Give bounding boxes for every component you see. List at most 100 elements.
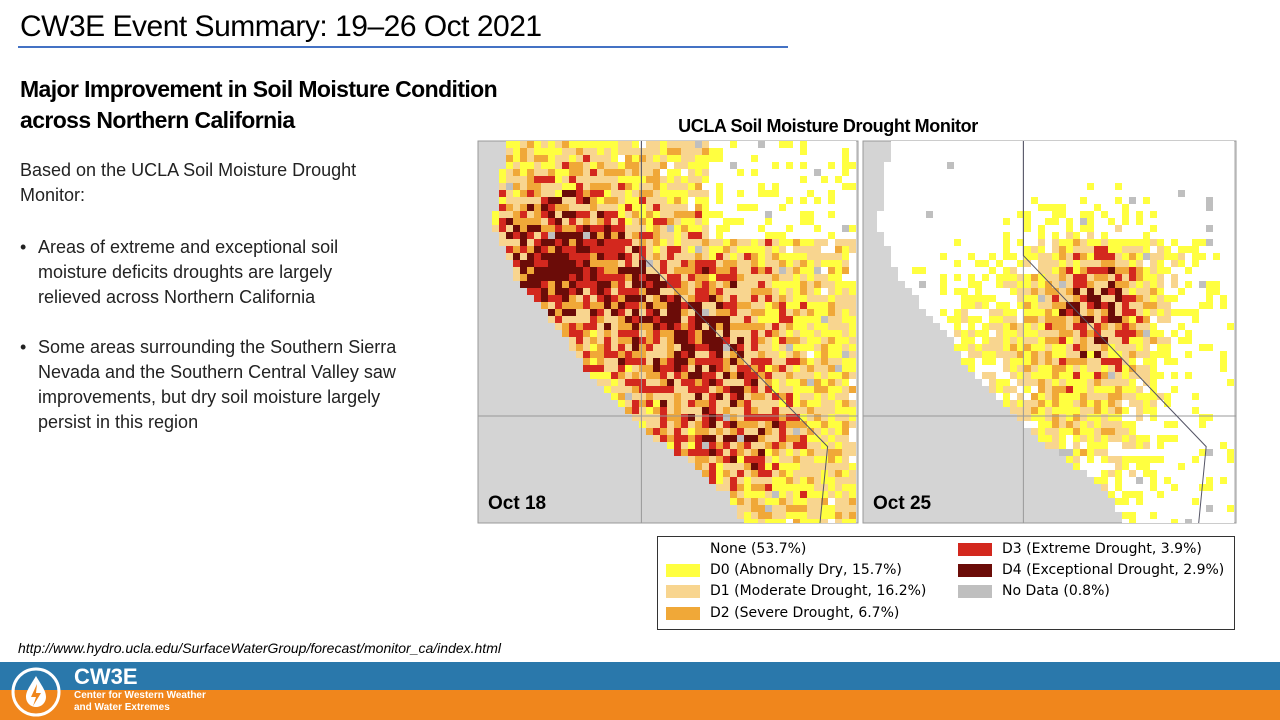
map-cell (1003, 218, 1010, 225)
map-cell (912, 155, 919, 162)
map-cell (1038, 155, 1045, 162)
map-cell (604, 190, 611, 197)
map-cell (716, 330, 723, 337)
map-cell (1080, 435, 1087, 442)
map-cell (660, 162, 667, 169)
map-cell (821, 183, 828, 190)
map-cell (1066, 155, 1073, 162)
map-cell (800, 162, 807, 169)
map-cell (1227, 379, 1234, 386)
map-cell (961, 246, 968, 253)
map-cell (1010, 225, 1017, 232)
map-cell (1206, 365, 1213, 372)
map-cell (1115, 162, 1122, 169)
map-cell (639, 281, 646, 288)
map-cell (1122, 449, 1129, 456)
map-cell (835, 512, 842, 519)
map-cell (1157, 330, 1164, 337)
map-cell (1157, 372, 1164, 379)
map-cell (1080, 358, 1087, 365)
map-cell (1094, 407, 1101, 414)
map-label: Oct 18 (488, 493, 546, 514)
map-cell (842, 435, 849, 442)
map-cell (1031, 267, 1038, 274)
map-cell (975, 260, 982, 267)
map-cell (1087, 204, 1094, 211)
map-cell (653, 274, 660, 281)
map-cell (996, 316, 1003, 323)
map-cell (1080, 407, 1087, 414)
map-cell (660, 295, 667, 302)
map-cell (1206, 281, 1213, 288)
map-cell (667, 218, 674, 225)
map-cell (1129, 225, 1136, 232)
map-cell (779, 470, 786, 477)
map-cell (541, 176, 548, 183)
map-cell (1066, 379, 1073, 386)
map-cell (1171, 505, 1178, 512)
map-cell (835, 393, 842, 400)
map-cell (968, 351, 975, 358)
map-cell (1066, 225, 1073, 232)
map-cell (1192, 246, 1199, 253)
map-cell (1101, 477, 1108, 484)
map-cell (1164, 477, 1171, 484)
map-cell (1052, 162, 1059, 169)
map-cell (1143, 155, 1150, 162)
map-cell (1115, 183, 1122, 190)
map-cell (555, 225, 562, 232)
map-cell (688, 400, 695, 407)
map-cell (1010, 295, 1017, 302)
map-cell (576, 239, 583, 246)
map-cell (604, 148, 611, 155)
map-cell (1213, 309, 1220, 316)
map-cell (695, 281, 702, 288)
map-cell (1108, 162, 1115, 169)
map-cell (1136, 435, 1143, 442)
map-cell (1066, 260, 1073, 267)
map-cell (1122, 351, 1129, 358)
map-cell (1094, 316, 1101, 323)
map-cell (1213, 400, 1220, 407)
map-cell (1178, 309, 1185, 316)
map-cell (653, 337, 660, 344)
map-cell (1108, 225, 1115, 232)
map-cell (1066, 351, 1073, 358)
map-cell (646, 155, 653, 162)
map-cell (702, 379, 709, 386)
map-cell (562, 323, 569, 330)
map-cell (1220, 176, 1227, 183)
map-cell (1122, 470, 1129, 477)
map-cell (604, 309, 611, 316)
map-cell (730, 281, 737, 288)
map-cell (709, 337, 716, 344)
map-cell (975, 197, 982, 204)
map-cell (786, 239, 793, 246)
map-cell (548, 302, 555, 309)
map-cell (576, 281, 583, 288)
map-cell (1108, 358, 1115, 365)
map-cell (1178, 470, 1185, 477)
map-cell (1136, 295, 1143, 302)
map-cell (1227, 512, 1234, 519)
map-cell (1122, 323, 1129, 330)
map-cell (1066, 211, 1073, 218)
map-cell (716, 414, 723, 421)
map-cell (730, 351, 737, 358)
map-cell (646, 302, 653, 309)
map-cell (1094, 337, 1101, 344)
map-cell (737, 330, 744, 337)
map-cell (730, 330, 737, 337)
map-cell (1157, 449, 1164, 456)
map-cell (611, 232, 618, 239)
map-cell (1199, 337, 1206, 344)
map-cell (1150, 365, 1157, 372)
map-cell (1185, 463, 1192, 470)
map-cell (1010, 400, 1017, 407)
map-cell (597, 246, 604, 253)
map-cell (1129, 190, 1136, 197)
map-cell (1185, 204, 1192, 211)
map-cell (849, 414, 856, 421)
map-cell (954, 211, 961, 218)
map-cell (1045, 365, 1052, 372)
